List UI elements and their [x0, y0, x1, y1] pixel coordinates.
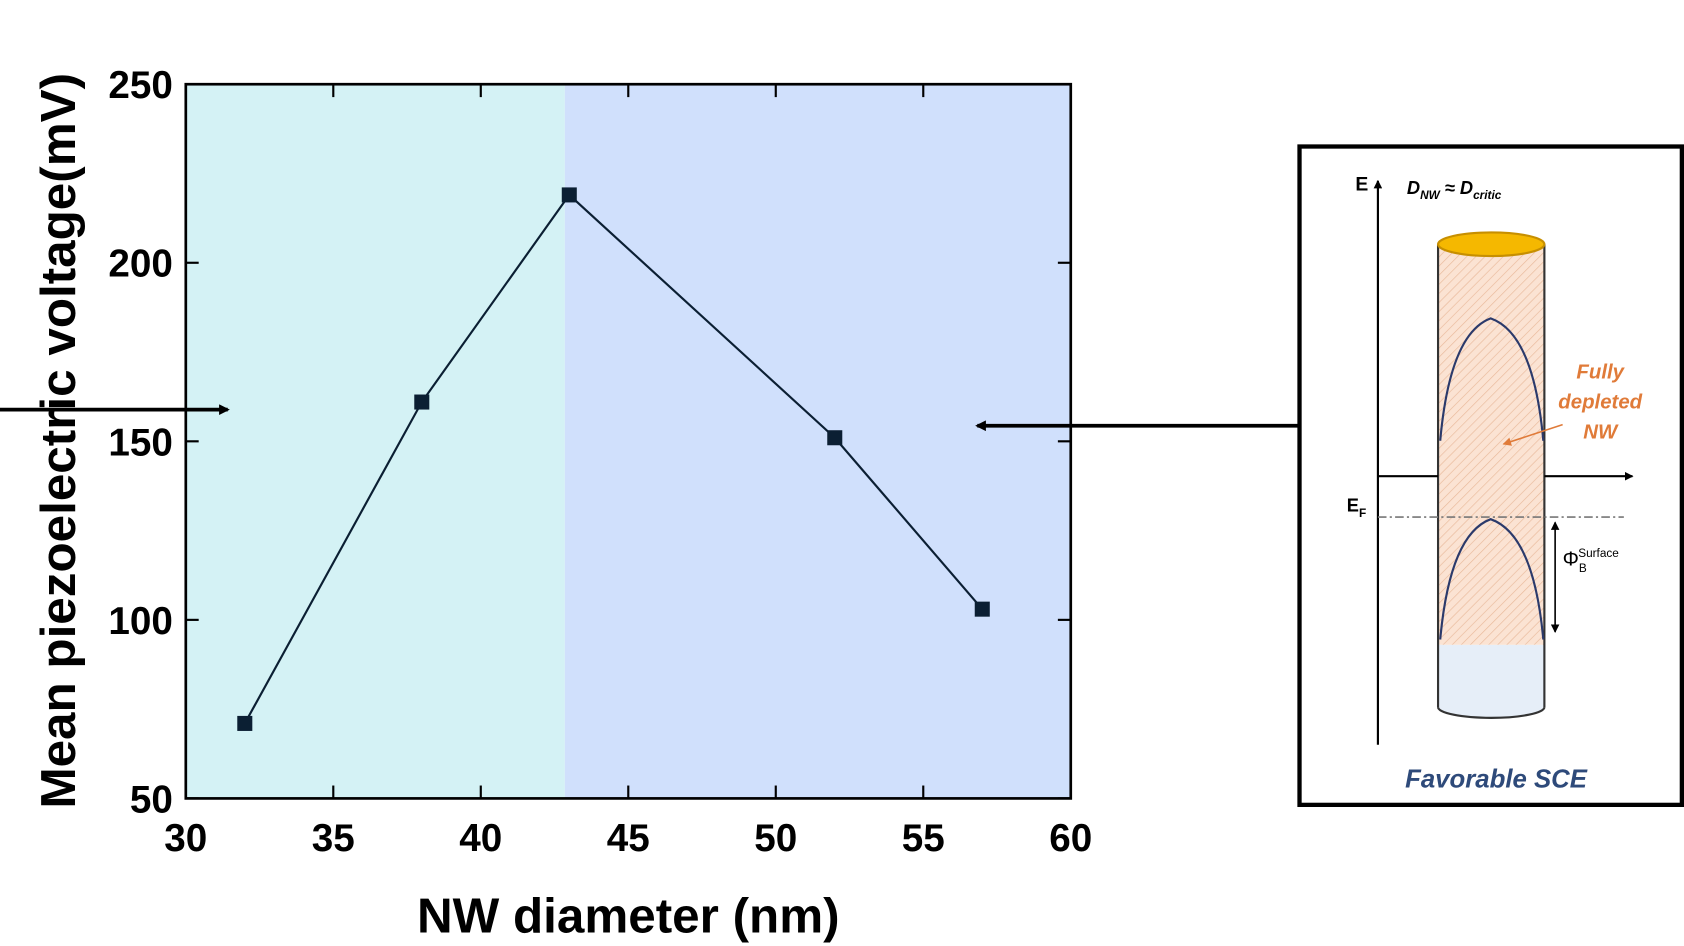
annotation-line: Fully	[1576, 361, 1625, 383]
marker	[827, 430, 843, 446]
region	[564, 84, 1071, 799]
x-tick-label: 40	[459, 817, 502, 860]
marker	[414, 394, 430, 410]
nanowire-base	[1438, 644, 1545, 718]
y-tick-label: 50	[130, 778, 173, 821]
phi-label: ΦBSurface	[1563, 546, 1620, 575]
dnw-label: DNW ≈ Dcritic	[1407, 177, 1502, 202]
y-tick-label: 100	[108, 600, 173, 643]
x-tick-label: 60	[1049, 817, 1092, 860]
annotation-line: depleted	[1558, 392, 1642, 414]
x-tick-label: 35	[312, 817, 355, 860]
plot-frame	[184, 82, 1073, 800]
region	[185, 84, 565, 799]
nanowire-bottom	[1436, 706, 1546, 719]
band-arc	[1439, 317, 1545, 441]
x-axis-label: NW diameter (nm)	[417, 889, 840, 944]
marker	[237, 715, 253, 731]
annotation-arrow	[1502, 423, 1563, 446]
nanowire-top	[1436, 231, 1546, 258]
marker	[974, 601, 990, 617]
x-tick-label: 45	[607, 817, 650, 860]
nanowire-depleted	[1438, 244, 1545, 645]
y-tick-label: 250	[108, 64, 173, 107]
inset: E DNW ≈ Dcritic EF ΦBSurface Fully deple…	[1297, 144, 1684, 808]
e-label: E	[1355, 175, 1368, 196]
y-tick-label: 150	[108, 421, 173, 464]
ef-label: EF	[1347, 495, 1366, 520]
marker	[561, 187, 577, 203]
annotation: Fully depleted NW	[1558, 361, 1642, 443]
x-tick-label: 30	[164, 817, 207, 860]
y-tick-label: 200	[108, 243, 173, 286]
band-arc	[1439, 518, 1545, 640]
y-axis-label: Mean piezoelectric voltage(mV)	[31, 73, 86, 809]
plot: 30 35 40 45 50 55 60 50 100 150 200 250	[108, 64, 1092, 860]
x-tick-label: 50	[754, 817, 797, 860]
x-tick-label: 55	[902, 817, 945, 860]
inset-caption: Favorable SCE	[1405, 766, 1588, 794]
annotation-line: NW	[1583, 422, 1619, 444]
